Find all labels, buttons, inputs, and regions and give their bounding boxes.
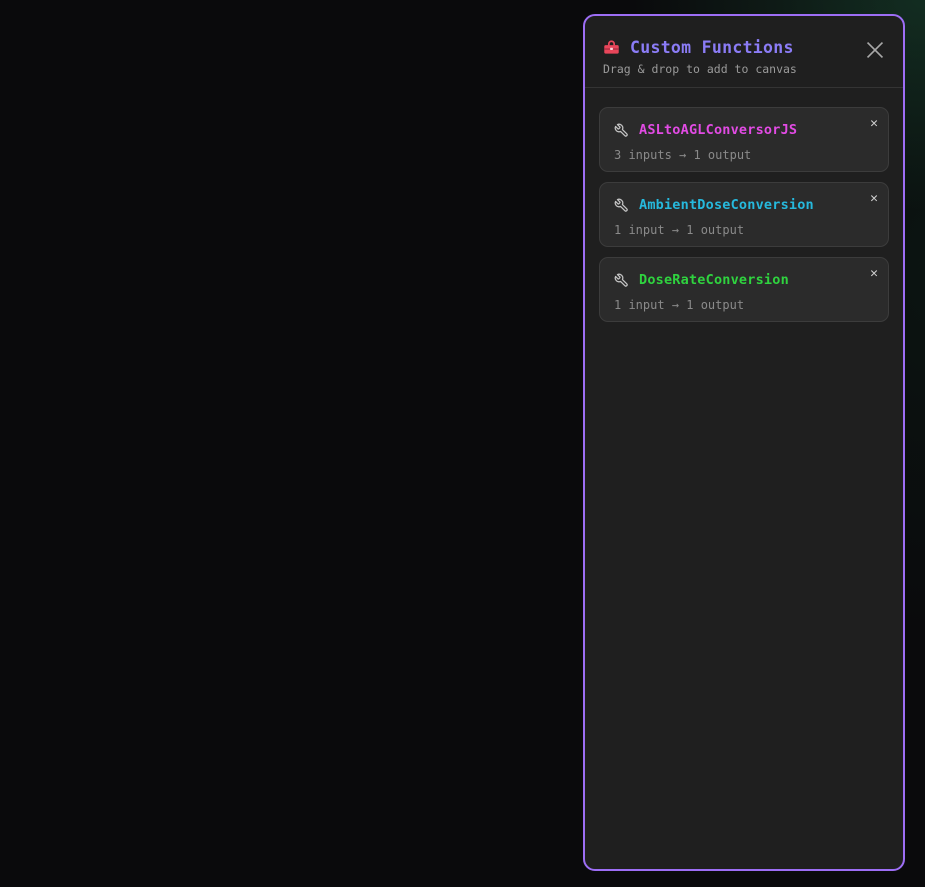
function-name: AmbientDoseConversion: [639, 197, 814, 213]
panel-title: Custom Functions: [630, 38, 794, 57]
function-io-meta: 1 input → 1 output: [614, 223, 745, 237]
function-name: DoseRateConversion: [639, 272, 789, 288]
remove-function-button[interactable]: ✕: [870, 266, 878, 281]
close-panel-button[interactable]: [861, 36, 889, 64]
custom-functions-panel: Custom Functions Drag & drop to add to c…: [583, 14, 905, 871]
function-card-list: ASLtoAGLConversorJS 3 inputs → 1 output …: [599, 107, 889, 322]
function-io-meta: 1 input → 1 output: [614, 298, 745, 312]
close-icon: [866, 41, 884, 59]
wrench-icon: [614, 123, 628, 137]
remove-function-button[interactable]: ✕: [870, 191, 878, 206]
function-io-meta: 3 inputs → 1 output: [614, 148, 752, 162]
wrench-icon: [614, 273, 628, 287]
function-name: ASLtoAGLConversorJS: [639, 122, 798, 138]
function-card[interactable]: ASLtoAGLConversorJS 3 inputs → 1 output …: [599, 107, 889, 172]
panel-header: Custom Functions Drag & drop to add to c…: [585, 16, 903, 88]
wrench-icon: [614, 198, 628, 212]
remove-function-button[interactable]: ✕: [870, 116, 878, 131]
panel-subtitle: Drag & drop to add to canvas: [603, 62, 797, 76]
function-card[interactable]: AmbientDoseConversion 1 input → 1 output…: [599, 182, 889, 247]
function-card[interactable]: DoseRateConversion 1 input → 1 output ✕: [599, 257, 889, 322]
toolbox-icon: [604, 40, 619, 54]
